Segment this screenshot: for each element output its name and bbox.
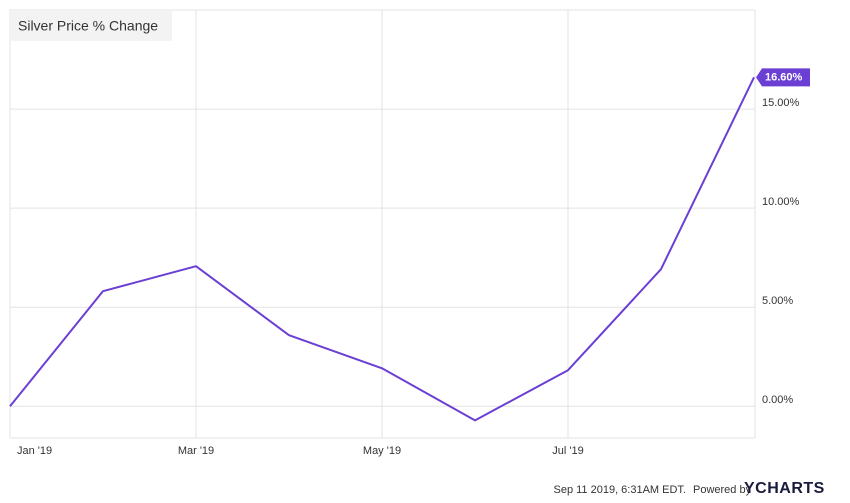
brand-logo: YCHARTS	[744, 480, 825, 497]
title-box	[10, 11, 172, 41]
y-tick-label: 15.00%	[762, 97, 800, 109]
y-tick-label: 10.00%	[762, 196, 800, 208]
x-tick-label: May '19	[363, 445, 401, 457]
footer-powered: Powered by	[693, 484, 752, 496]
x-tick-label: Jul '19	[552, 445, 583, 457]
value-label-box	[756, 68, 810, 87]
y-tick-label: 0.00%	[762, 394, 793, 406]
y-tick-label: 5.00%	[762, 295, 793, 307]
x-tick-label: Mar '19	[178, 445, 214, 457]
footer-timestamp: Sep 11 2019, 6:31AM EDT.	[554, 484, 687, 496]
chart-title: Silver Price % Change	[18, 18, 158, 34]
value-label: 16.60%	[765, 71, 803, 83]
x-tick-label: Jan '19	[17, 445, 52, 457]
line-series	[9, 76, 755, 422]
